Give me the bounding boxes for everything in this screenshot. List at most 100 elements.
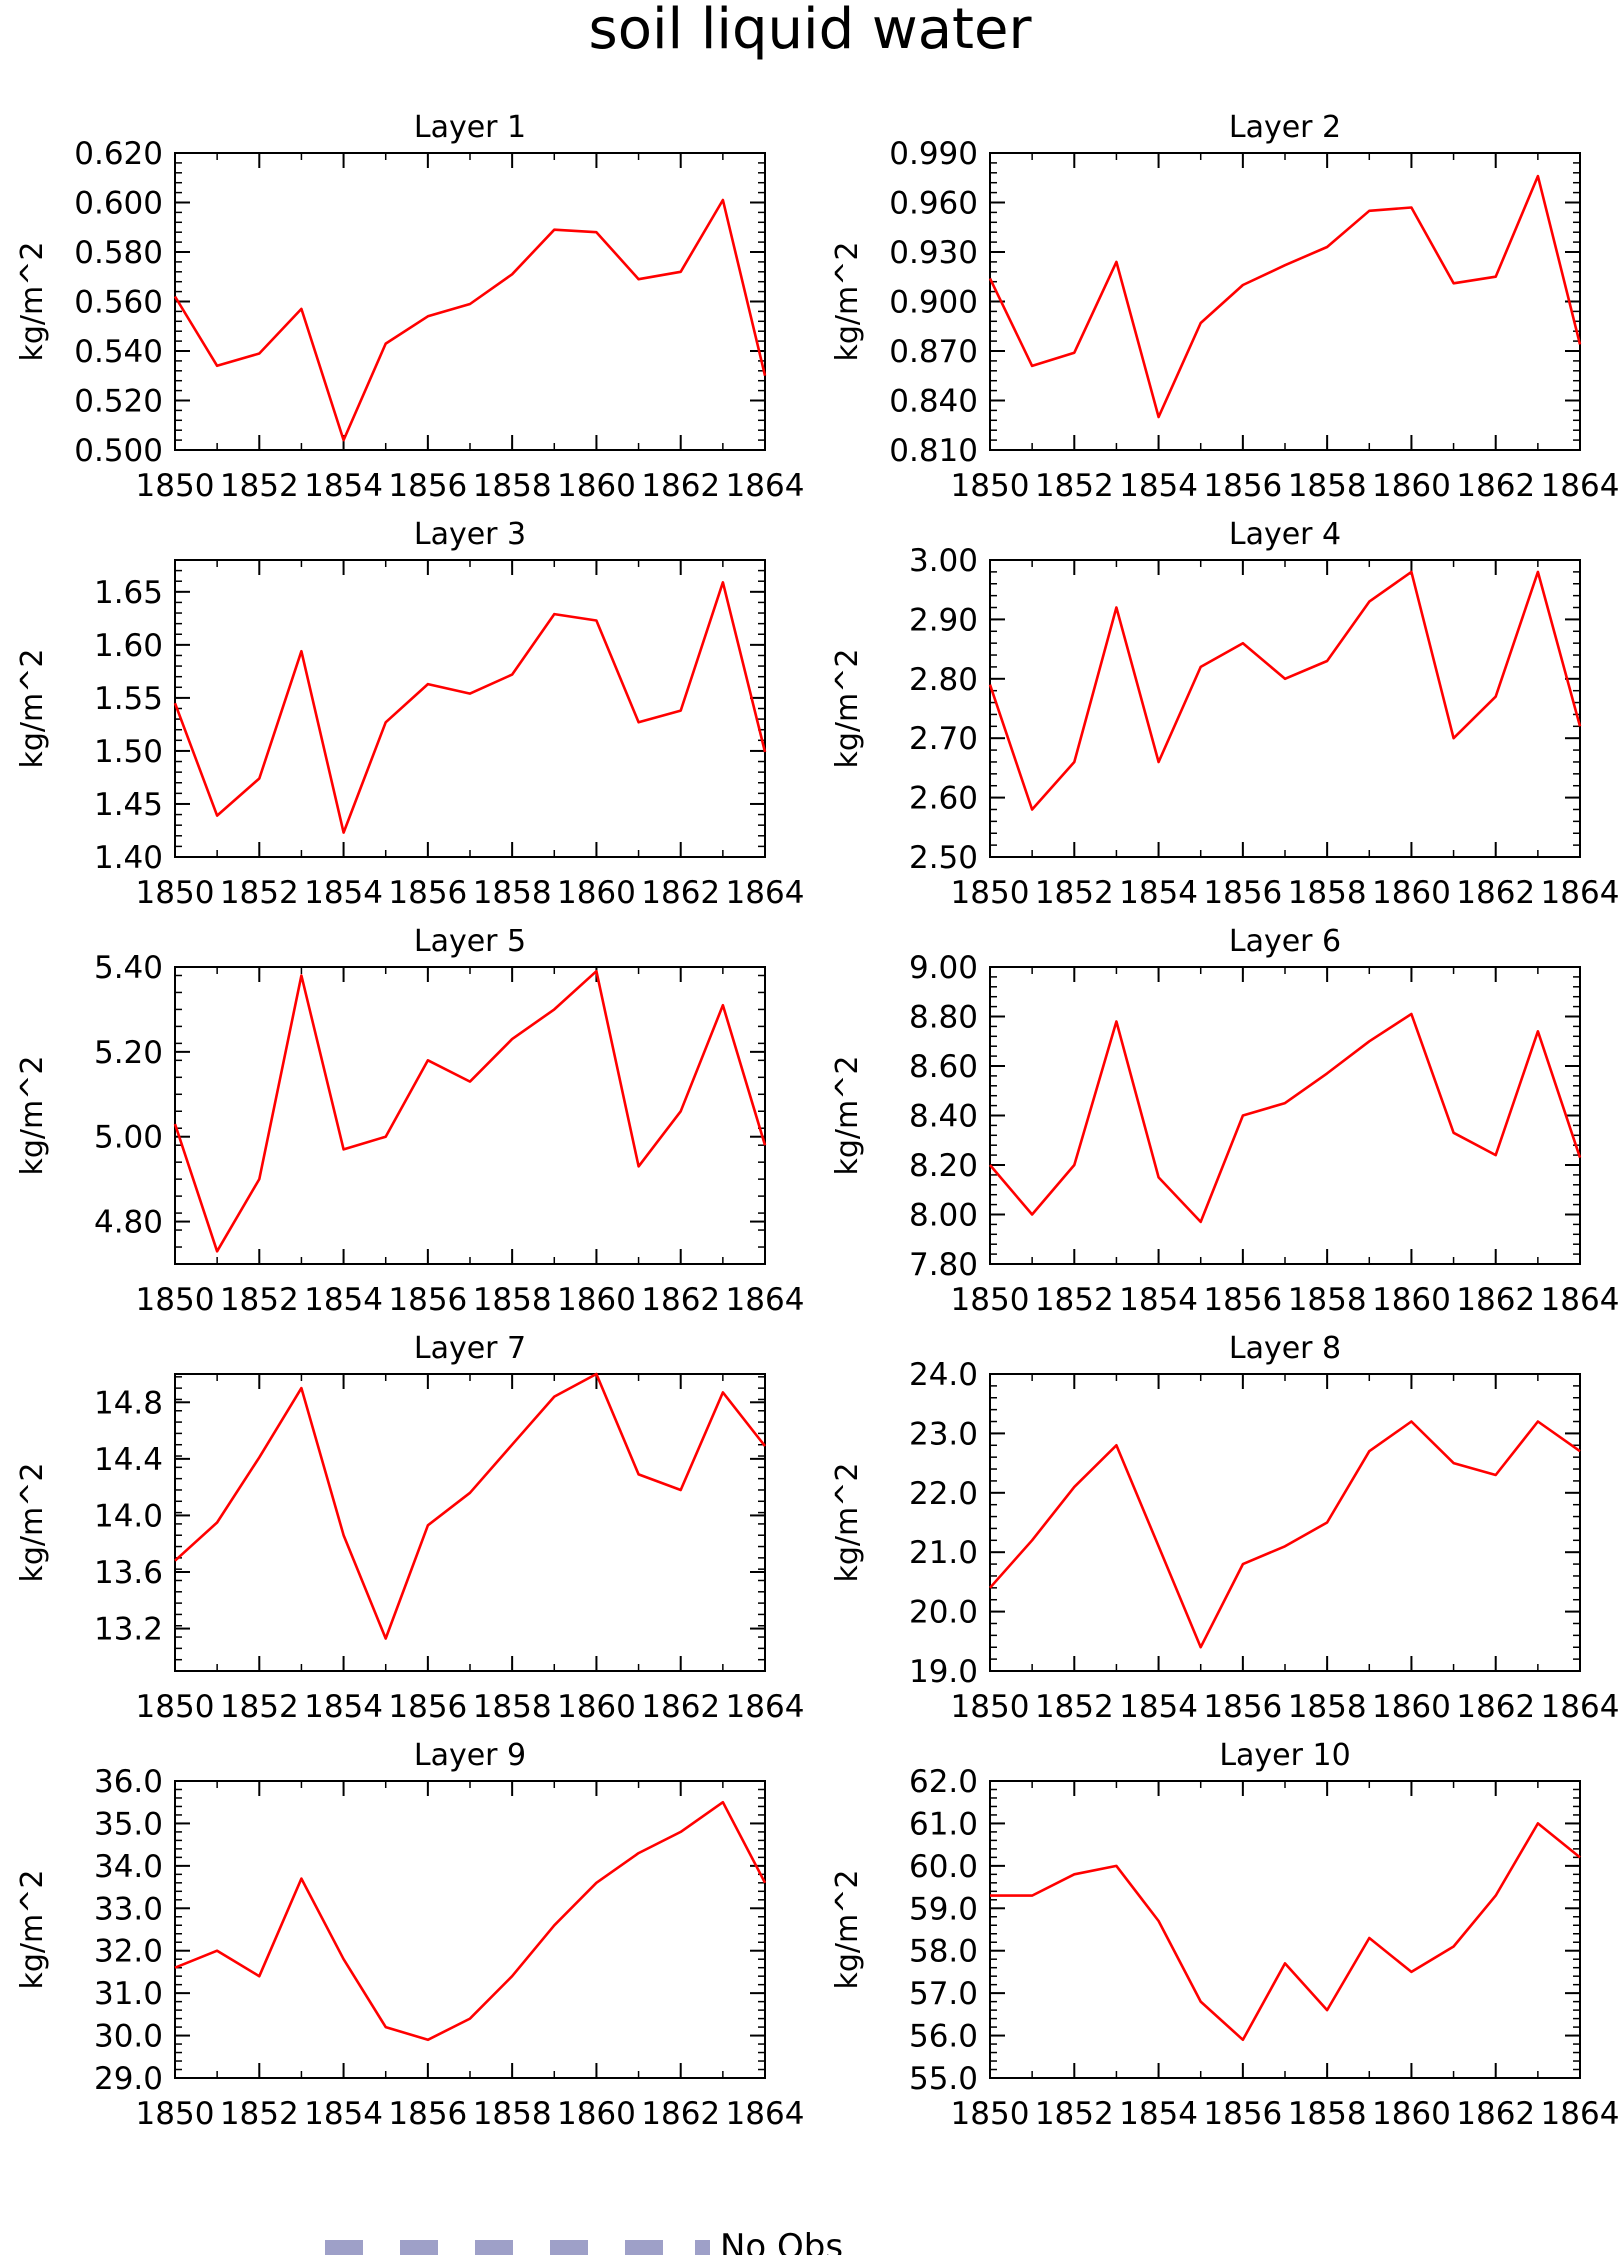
y-tick-label: 2.70 xyxy=(909,721,978,757)
x-tick-label: 1852 xyxy=(220,875,299,911)
x-tick-label: 1860 xyxy=(1372,1689,1451,1725)
x-tick-label: 1850 xyxy=(136,1689,215,1725)
plot-frame xyxy=(989,1780,1581,2079)
plot-frame xyxy=(174,1780,766,2079)
plot-frame xyxy=(989,152,1581,451)
panel-title: Layer 2 xyxy=(1229,110,1341,145)
y-tick-label: 0.960 xyxy=(889,186,978,222)
x-tick-label: 1860 xyxy=(1372,1282,1451,1318)
x-tick-label: 1850 xyxy=(951,2096,1030,2132)
y-tick-label: 20.0 xyxy=(909,1595,978,1631)
x-tick-label: 1854 xyxy=(304,1689,383,1725)
x-tick-label: 1852 xyxy=(1035,1689,1114,1725)
y-tick-label: 22.0 xyxy=(909,1476,978,1512)
y-tick-label: 5.20 xyxy=(94,1035,163,1071)
x-tick-label: 1854 xyxy=(304,1282,383,1318)
x-tick-label: 1864 xyxy=(726,1689,805,1725)
x-tick-label: 1862 xyxy=(1456,1282,1535,1318)
y-tick-label: 8.20 xyxy=(909,1148,978,1184)
y-tick-label: 1.45 xyxy=(94,787,163,823)
y-tick-label: 1.55 xyxy=(94,681,163,717)
x-tick-label: 1864 xyxy=(726,468,805,504)
plot-frame xyxy=(989,1373,1581,1672)
y-tick-label: 0.500 xyxy=(74,433,163,469)
panel-title: Layer 4 xyxy=(1229,517,1341,552)
y-tick-label: 36.0 xyxy=(94,1764,163,1800)
x-tick-label: 1858 xyxy=(473,1689,552,1725)
x-tick-label: 1860 xyxy=(557,1689,636,1725)
x-tick-label: 1850 xyxy=(136,1282,215,1318)
y-tick-label: 14.4 xyxy=(94,1442,163,1478)
y-axis-label: kg/m^2 xyxy=(15,1870,50,1990)
x-tick-label: 1856 xyxy=(1203,1689,1282,1725)
series-line xyxy=(988,570,1582,811)
panel-title: Layer 3 xyxy=(414,517,526,552)
x-tick-label: 1854 xyxy=(304,875,383,911)
panel-title: Layer 5 xyxy=(414,924,526,959)
y-tick-label: 0.900 xyxy=(889,285,978,321)
x-tick-label: 1860 xyxy=(557,1282,636,1318)
y-tick-label: 59.0 xyxy=(909,1891,978,1927)
y-tick-label: 0.930 xyxy=(889,235,978,271)
y-tick-label: 29.0 xyxy=(94,2061,163,2097)
y-axis-label: kg/m^2 xyxy=(830,242,865,362)
x-tick-label: 1864 xyxy=(1541,1689,1620,1725)
panel-title: Layer 10 xyxy=(1219,1738,1350,1773)
x-tick-label: 1864 xyxy=(1541,875,1620,911)
panel-title: Layer 8 xyxy=(1229,1331,1341,1366)
y-tick-label: 60.0 xyxy=(909,1849,978,1885)
figure-title: soil liquid water xyxy=(589,0,1033,62)
x-tick-label: 1850 xyxy=(951,875,1030,911)
legend-swatch-5 xyxy=(625,2240,663,2255)
x-tick-label: 1860 xyxy=(557,2096,636,2132)
y-axis-label: kg/m^2 xyxy=(830,1463,865,1583)
x-tick-label: 1860 xyxy=(1372,468,1451,504)
x-tick-label: 1854 xyxy=(1119,1689,1198,1725)
y-tick-label: 0.810 xyxy=(889,433,978,469)
x-tick-label: 1860 xyxy=(1372,2096,1451,2132)
y-tick-label: 56.0 xyxy=(909,2019,978,2055)
x-tick-label: 1852 xyxy=(1035,468,1114,504)
series-line xyxy=(173,580,767,834)
x-tick-label: 1858 xyxy=(1288,1282,1367,1318)
legend-swatch-1 xyxy=(325,2240,363,2255)
y-tick-label: 21.0 xyxy=(909,1535,978,1571)
y-tick-label: 2.50 xyxy=(909,840,978,876)
y-axis-label: kg/m^2 xyxy=(15,1463,50,1583)
legend-swatch-4 xyxy=(550,2240,588,2255)
x-tick-label: 1856 xyxy=(388,1689,467,1725)
y-tick-label: 61.0 xyxy=(909,1806,978,1842)
x-tick-label: 1864 xyxy=(1541,1282,1620,1318)
x-tick-label: 1864 xyxy=(1541,468,1620,504)
x-tick-label: 1856 xyxy=(1203,2096,1282,2132)
y-tick-label: 9.00 xyxy=(909,950,978,986)
x-tick-label: 1852 xyxy=(1035,2096,1114,2132)
y-tick-label: 0.990 xyxy=(889,136,978,172)
x-tick-label: 1864 xyxy=(726,1282,805,1318)
y-tick-label: 30.0 xyxy=(94,2019,163,2055)
x-tick-label: 1862 xyxy=(641,468,720,504)
x-tick-label: 1850 xyxy=(136,875,215,911)
x-tick-label: 1856 xyxy=(388,468,467,504)
y-tick-label: 19.0 xyxy=(909,1654,978,1690)
series-line xyxy=(173,969,767,1253)
x-tick-label: 1856 xyxy=(1203,1282,1282,1318)
plot-frame xyxy=(989,559,1581,858)
x-tick-label: 1852 xyxy=(220,1282,299,1318)
x-tick-label: 1854 xyxy=(304,468,383,504)
y-tick-label: 8.00 xyxy=(909,1198,978,1234)
y-tick-label: 23.0 xyxy=(909,1416,978,1452)
y-tick-label: 35.0 xyxy=(94,1806,163,1842)
legend-swatch-3 xyxy=(475,2240,513,2255)
y-tick-label: 31.0 xyxy=(94,1976,163,2012)
x-tick-label: 1852 xyxy=(1035,1282,1114,1318)
series-line xyxy=(989,1420,1581,1649)
y-axis-label: kg/m^2 xyxy=(830,1056,865,1176)
y-tick-label: 8.40 xyxy=(909,1099,978,1135)
y-tick-label: 0.600 xyxy=(74,186,163,222)
y-tick-label: 57.0 xyxy=(909,1976,978,2012)
x-tick-label: 1850 xyxy=(951,1689,1030,1725)
